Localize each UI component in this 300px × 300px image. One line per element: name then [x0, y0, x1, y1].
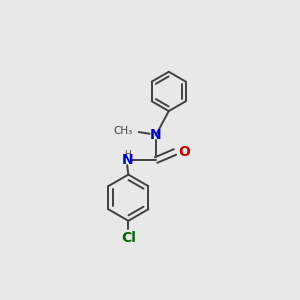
Text: H: H	[124, 150, 130, 159]
Text: Cl: Cl	[121, 230, 136, 244]
Text: O: O	[178, 145, 190, 159]
Text: N: N	[150, 128, 162, 142]
Text: N: N	[122, 153, 133, 167]
Text: CH₃: CH₃	[113, 126, 133, 136]
